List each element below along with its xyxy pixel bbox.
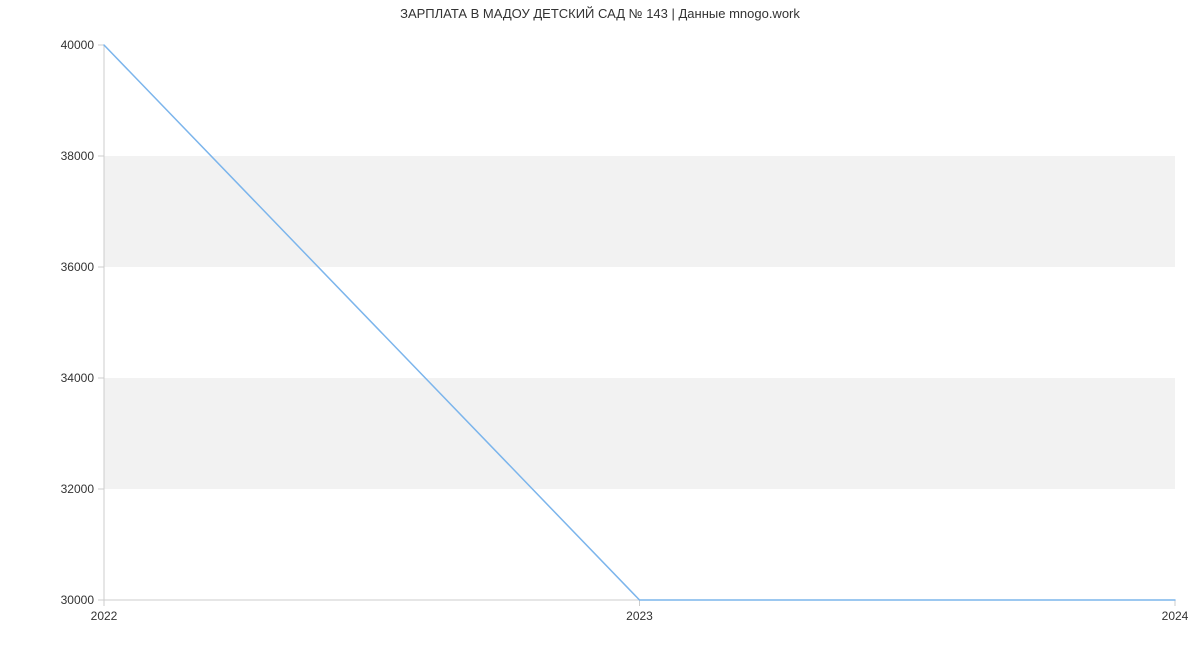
y-tick-label: 30000 (61, 593, 95, 607)
x-tick-label: 2022 (91, 609, 118, 623)
x-tick-label: 2023 (626, 609, 653, 623)
chart-title: ЗАРПЛАТА В МАДОУ ДЕТСКИЙ САД № 143 | Дан… (400, 6, 800, 21)
plot-bands (104, 156, 1175, 489)
plot-band (104, 378, 1175, 489)
x-tick-label: 2024 (1162, 609, 1189, 623)
y-tick-label: 32000 (61, 482, 95, 496)
y-tick-label: 36000 (61, 260, 95, 274)
data-series (104, 45, 1175, 600)
series-line-salary (104, 45, 1175, 600)
y-tick-label: 38000 (61, 149, 95, 163)
y-tick-label: 34000 (61, 371, 95, 385)
y-tick-label: 40000 (61, 38, 95, 52)
salary-line-chart: ЗАРПЛАТА В МАДОУ ДЕТСКИЙ САД № 143 | Дан… (0, 0, 1200, 650)
x-axis: 2022 2023 2024 (91, 600, 1189, 623)
chart-svg: ЗАРПЛАТА В МАДОУ ДЕТСКИЙ САД № 143 | Дан… (0, 0, 1200, 650)
y-axis: 30000 32000 34000 36000 38000 40000 (61, 38, 104, 607)
